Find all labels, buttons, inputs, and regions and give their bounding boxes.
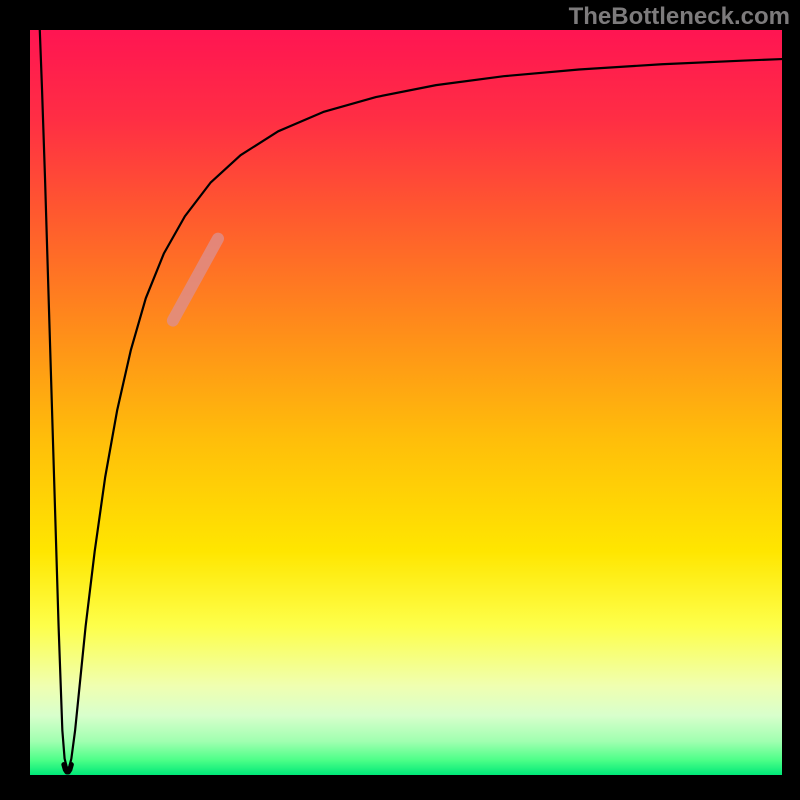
plot-area — [30, 30, 782, 775]
plot-svg — [30, 30, 782, 775]
gradient-background — [30, 30, 782, 775]
watermark-text: TheBottleneck.com — [569, 3, 790, 31]
chart-container: TheBottleneck.com — [0, 0, 800, 800]
